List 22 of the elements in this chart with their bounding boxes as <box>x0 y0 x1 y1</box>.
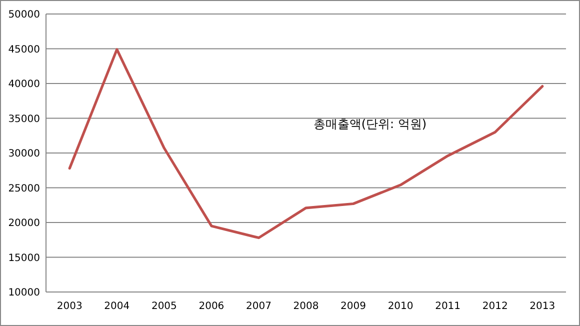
x-tick-label: 2010 <box>388 301 414 312</box>
y-tick-label: 50000 <box>8 10 40 20</box>
x-tick-label: 2012 <box>482 301 508 312</box>
x-tick-label: 2008 <box>293 301 319 312</box>
line-series <box>68 48 544 240</box>
x-tick-label: 2005 <box>151 301 177 312</box>
x-tick-label: 2007 <box>246 301 272 312</box>
x-tick-label: 2004 <box>104 301 130 312</box>
x-tick-label: 2009 <box>340 301 366 312</box>
y-tick-label: 20000 <box>8 218 40 229</box>
x-tick-label: 2011 <box>435 301 461 312</box>
x-tick-label: 2003 <box>56 301 82 312</box>
y-tick-label: 15000 <box>8 252 40 264</box>
x-tick-label: 2006 <box>198 301 224 312</box>
x-tick-label: 2013 <box>530 301 556 312</box>
y-tick-label: 25000 <box>8 183 40 194</box>
y-tick-label: 30000 <box>8 148 40 160</box>
y-tick-label: 45000 <box>8 44 40 56</box>
y-tick-label: 10000 <box>8 288 40 298</box>
y-tick-label: 40000 <box>8 79 40 90</box>
text: 총매출액(단위: 억원) <box>313 117 427 131</box>
y-tick-label: 35000 <box>8 114 40 125</box>
